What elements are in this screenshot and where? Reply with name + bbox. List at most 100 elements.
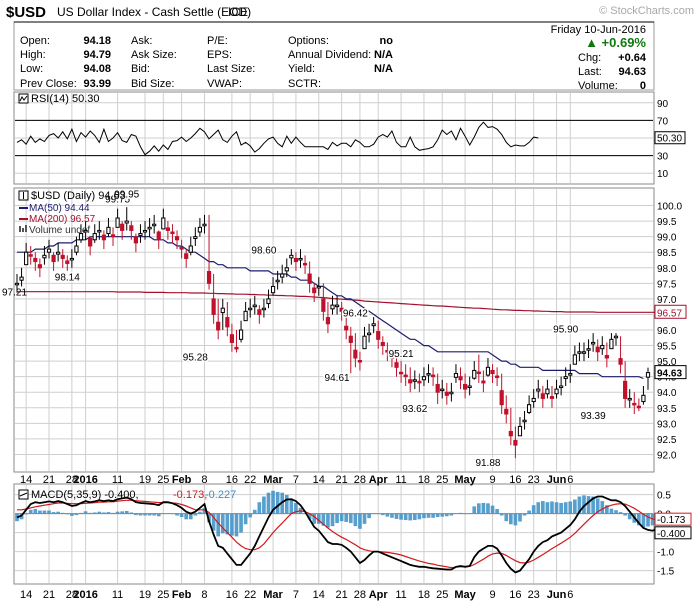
macd-histogram-bar — [193, 513, 198, 516]
x-tick-label: 11 — [395, 474, 406, 486]
candle-body — [371, 323, 376, 327]
x-tick-label: 11 — [112, 474, 123, 486]
candle-body — [398, 371, 404, 375]
macd-histogram-bar — [563, 502, 568, 514]
candle-body — [302, 262, 308, 266]
chg-value: +0.64 — [618, 52, 647, 64]
macd-histogram-bar — [266, 492, 271, 514]
candle-body — [463, 383, 468, 390]
macd-histogram-bar — [417, 513, 422, 520]
candle-body — [120, 223, 125, 231]
candle-body — [481, 380, 486, 384]
x-tick-label: 23 — [528, 589, 540, 601]
candle-body — [389, 354, 395, 359]
candle-body — [229, 334, 235, 343]
signal-value-label: -0.173 — [657, 515, 686, 526]
macd-histogram-bar — [513, 513, 518, 526]
candle-body — [591, 341, 596, 345]
candle-body — [97, 229, 102, 233]
macd-histogram-bar — [56, 511, 60, 514]
x-tick-label: 11 — [112, 589, 123, 601]
rsi-plot — [15, 119, 653, 157]
candle-body — [248, 307, 253, 311]
candle-body — [636, 405, 641, 409]
macd-histogram-bar — [623, 513, 627, 516]
macd-histogram-bar — [316, 513, 321, 524]
candle-body — [568, 373, 573, 376]
candle-body — [321, 298, 326, 312]
rsi-last-value-label: 50.30 — [657, 134, 682, 145]
candle-body — [613, 335, 619, 339]
candle-body — [495, 375, 500, 379]
candle-body — [92, 233, 97, 241]
macd-histogram-bar — [33, 509, 38, 514]
x-tick-label: 25 — [157, 589, 169, 601]
x-tick-label: 21 — [43, 474, 55, 486]
ma200-left-label: 97.21 — [2, 288, 27, 299]
vwap-label: VWAP: — [207, 78, 242, 90]
macd-histogram-bar — [394, 513, 399, 519]
macd-histogram-bar — [490, 505, 495, 514]
candle-body — [536, 388, 541, 392]
price-y-tick-label: 97.0 — [657, 295, 677, 306]
candle-body — [174, 236, 180, 241]
brand-watermark: © StockCharts.com — [599, 5, 694, 17]
symbol: $USD — [6, 4, 46, 21]
x-tick-label: 19 — [139, 589, 151, 601]
candle-body — [344, 325, 349, 331]
macd-y-tick-label: -1.5 — [657, 567, 675, 578]
candle-body — [42, 254, 47, 259]
x-tick-label: Jun — [547, 589, 567, 601]
candle-body — [133, 236, 138, 244]
candle-body — [280, 273, 285, 278]
macd-histogram-bar — [47, 510, 51, 514]
candle-body — [366, 332, 372, 336]
volume-label: Volume: — [578, 80, 618, 92]
macd-histogram-bar — [522, 513, 527, 516]
candle-body — [275, 279, 280, 283]
x-tick-label: 16 — [509, 474, 521, 486]
macd-histogram-bar — [627, 513, 632, 520]
x-tick-label: 16 — [226, 589, 238, 601]
x-tick-label: 11 — [395, 589, 406, 601]
candle-body — [101, 234, 106, 241]
candle-body — [440, 388, 445, 392]
candle-body — [261, 307, 267, 311]
axis-labels: 14142121282820162016111119192525FebFeb88… — [2, 99, 692, 601]
macd-histogram-bar — [248, 513, 253, 518]
candle-body — [467, 385, 472, 388]
macd-y-tick-label: -1.0 — [657, 548, 675, 559]
x-tick-label: 14 — [20, 474, 32, 486]
macd-histogram-bar — [586, 496, 591, 514]
dividend-value: N/A — [374, 49, 393, 61]
eps-label: EPS: — [207, 49, 232, 61]
volume-legend-icon — [19, 225, 27, 232]
macd-legend-main: MACD(5,35,9) -0.400, — [31, 489, 139, 501]
x-tick-label: 22 — [244, 474, 256, 486]
macd-histogram-bar — [435, 513, 440, 518]
price-y-tick-label: 97.5 — [657, 279, 677, 290]
candle-body — [83, 229, 88, 233]
candle-body — [641, 394, 646, 403]
candle-body — [572, 354, 577, 365]
exchange: ICE — [228, 5, 248, 19]
price-annotation: 98.14 — [55, 272, 80, 283]
signal-value-box — [654, 512, 692, 526]
candle-body — [577, 351, 582, 354]
macd-histogram-bar — [225, 513, 230, 535]
macd-histogram-bar — [294, 502, 298, 514]
macd-histogram-bar — [220, 513, 225, 534]
candle-body — [581, 351, 587, 354]
macd-histogram-bar — [426, 513, 431, 518]
price-annotation: 93.39 — [581, 411, 606, 422]
macd-histogram-bar — [230, 513, 234, 536]
x-tick-label: May — [454, 589, 476, 601]
candle-body — [627, 397, 632, 401]
quote-column-3: P/E: EPS: Last Size: VWAP: — [207, 35, 255, 90]
rsi-legend-text: RSI(14) 50.30 — [31, 93, 99, 105]
candle-body — [421, 376, 427, 381]
macd-histogram-bar — [243, 513, 248, 525]
candle-body — [211, 298, 216, 315]
candle-body — [325, 317, 331, 325]
candle-body — [554, 388, 559, 395]
